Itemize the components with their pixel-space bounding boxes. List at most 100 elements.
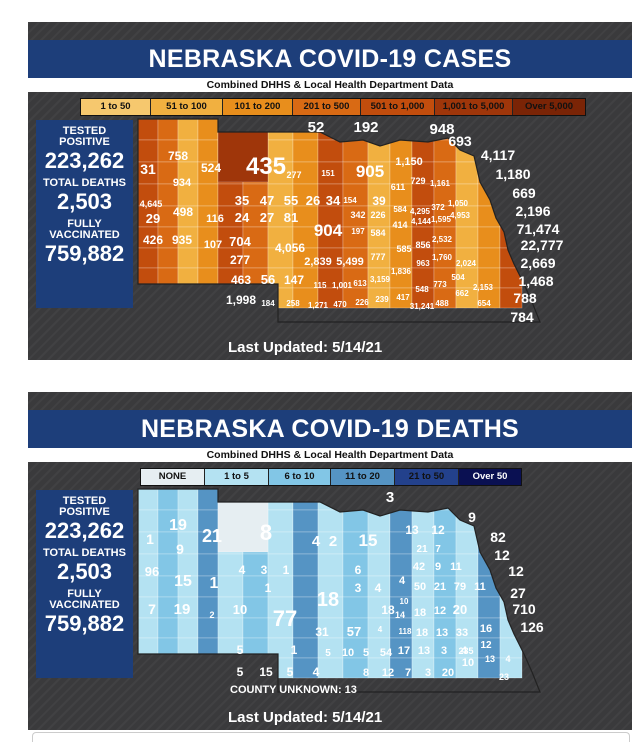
county-region (157, 119, 179, 141)
county-region (177, 267, 199, 289)
county-region (342, 489, 369, 511)
county-region (317, 657, 344, 679)
county-value-label: 963 (416, 259, 430, 268)
county-value-label: 758 (168, 149, 188, 163)
county-value-label: 19 (169, 517, 187, 534)
county-region (138, 267, 159, 289)
deaths-title: NEBRASKA COVID-19 DEATHS (28, 410, 632, 448)
county-value-label: 118 (399, 627, 412, 636)
county-value-label: 4,117 (481, 147, 515, 163)
tested-positive-label: TESTED POSITIVE (59, 125, 110, 148)
county-value-label: 1,180 (495, 166, 530, 182)
county-region (197, 617, 219, 639)
county-region (477, 596, 501, 619)
county-value-label: 2 (209, 610, 214, 620)
county-value-label: 6 (355, 563, 362, 577)
county-region (197, 267, 219, 289)
fully-vaccinated-value: 759,882 (44, 241, 125, 266)
county-region (197, 637, 219, 659)
county-value-label: 184 (261, 299, 275, 308)
county-region (217, 575, 244, 598)
county-region (455, 226, 479, 249)
county-value-label: 20 (453, 602, 467, 617)
county-value-label: 10 (400, 597, 409, 606)
county-value-label: 24 (235, 210, 250, 225)
county-region (433, 489, 457, 511)
county-region (197, 489, 219, 511)
county-region (177, 287, 199, 309)
fully-vaccinated-value: 759,882 (44, 611, 125, 636)
legend-swatch: Over 50 (459, 469, 521, 485)
county-value-label: 154 (343, 196, 357, 205)
county-value-label: 1 (265, 581, 272, 595)
county-region (138, 575, 159, 598)
county-value-label: 3 (441, 645, 447, 657)
county-value-label: 4 (313, 665, 320, 679)
total-deaths-value: 2,503 (56, 189, 113, 214)
legend-swatch: 1,001 to 5,000 (435, 99, 513, 115)
county-region (177, 247, 199, 269)
county-value-label: 52 (308, 119, 325, 136)
county-region (242, 617, 269, 639)
total-deaths-value: 2,503 (56, 559, 113, 584)
county-region (157, 267, 179, 289)
cases-last-updated: Last Updated: 5/14/21 (228, 339, 383, 356)
county-value-label: 107 (204, 239, 222, 251)
county-value-label: 21 (202, 526, 222, 546)
county-region (197, 183, 219, 207)
county-value-label: 414 (392, 220, 407, 230)
county-value-label: 948 (429, 121, 454, 138)
legend-swatch: 51 to 100 (151, 99, 223, 115)
county-value-label: 258 (286, 299, 300, 308)
county-region (292, 139, 319, 163)
deaths-map-panel: NEBRASKA COVID-19 DEATHS Combined DHHS &… (28, 392, 632, 730)
county-region (455, 161, 479, 185)
county-value-label: 12 (382, 667, 394, 679)
county-region (197, 553, 219, 577)
county-value-label: 31 (315, 625, 329, 639)
county-value-label: 192 (353, 119, 378, 136)
county-value-label: 5 (237, 665, 244, 679)
county-value-label: 13 (436, 627, 448, 639)
county-value-label: 27 (510, 585, 526, 601)
county-value-label: 3 (386, 489, 394, 506)
county-value-label: 16 (480, 623, 492, 635)
county-value-label: 4,295 (410, 207, 431, 216)
page-footer-edge (32, 732, 630, 742)
county-value-label: 470 (333, 300, 347, 309)
county-value-label: 56 (261, 272, 275, 287)
county-value-label: 12 (480, 640, 492, 651)
county-value-label: 488 (435, 299, 449, 308)
county-region (197, 247, 219, 269)
legend-swatch: 1 to 50 (81, 99, 151, 115)
county-region (477, 489, 501, 511)
county-region (157, 657, 179, 679)
county-region (267, 575, 294, 598)
county-value-label: 777 (370, 252, 385, 262)
county-region (499, 657, 523, 679)
county-value-label: 17 (398, 645, 410, 657)
deaths-last-updated: Last Updated: 5/14/21 (228, 709, 383, 726)
county-value-label: 3 (261, 563, 268, 577)
county-value-label: 1,760 (432, 253, 453, 262)
cases-subtitle: Combined DHHS & Local Health Department … (28, 78, 632, 92)
tested-positive-value: 223,262 (44, 518, 125, 543)
county-value-label: 669 (512, 185, 536, 201)
county-region (389, 553, 413, 577)
fully-vaccinated-label: FULLY VACCINATED (49, 218, 120, 241)
county-value-label: 18 (317, 589, 339, 611)
county-value-label: 23 (499, 672, 509, 682)
county-value-label: 1 (146, 531, 154, 547)
county-value-label: 5 (237, 643, 244, 657)
county-value-label: 5,499 (336, 256, 364, 268)
county-value-label: 1 (210, 575, 219, 592)
county-value-label: 35 (235, 193, 249, 208)
county-value-label: 79 (454, 581, 466, 593)
county-value-label: 34 (326, 193, 341, 208)
county-value-label: 2,153 (473, 283, 494, 292)
county-value-label: 47 (260, 193, 274, 208)
county-region (138, 489, 159, 511)
county-value-label: 1 (291, 643, 298, 657)
county-value-label: 611 (391, 182, 406, 192)
county-value-label: 3,159 (370, 275, 391, 284)
